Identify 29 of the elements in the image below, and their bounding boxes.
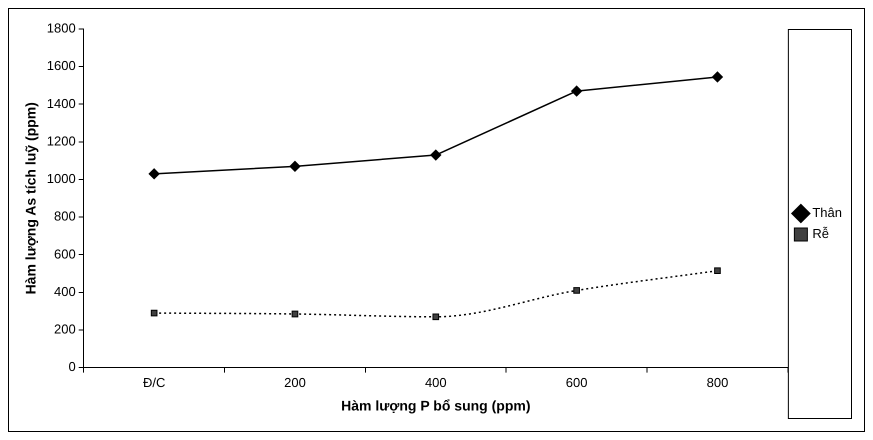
y-tick-label: 1200 [46,133,76,148]
point [573,287,580,294]
y-tick-label: 200 [54,322,76,337]
point [714,267,721,274]
y-tick-label: 400 [54,284,76,299]
point [289,160,300,172]
x-tick-label: Đ/C [142,374,166,390]
point [712,71,723,82]
y-tick-label: 1000 [46,171,76,186]
y-tick-label: 600 [54,246,76,262]
y-tick-label: 0 [68,359,76,374]
y-axis-title: Hàm lượng As tích luỹ (ppm) [22,102,38,294]
y-tick-label: 1600 [46,58,76,74]
legend-label: Thân [812,205,842,220]
y-tick-label: 1800 [46,20,76,36]
x-tick-label: 400 [424,374,447,390]
x-axis-title: Hàm lượng P bổ sung (ppm) [341,397,530,414]
point [430,150,442,161]
point [292,310,298,318]
point [432,313,440,320]
point [148,168,160,180]
x-tick-label: 800 [706,374,728,390]
x-tick-label: 600 [566,374,588,390]
point [571,86,582,97]
y-tick-label: 800 [54,208,76,224]
y-tick-label: 1400 [46,96,76,111]
point [150,310,158,316]
legend-label: Rễ [812,226,829,242]
x-tick-label: 200 [284,374,306,390]
